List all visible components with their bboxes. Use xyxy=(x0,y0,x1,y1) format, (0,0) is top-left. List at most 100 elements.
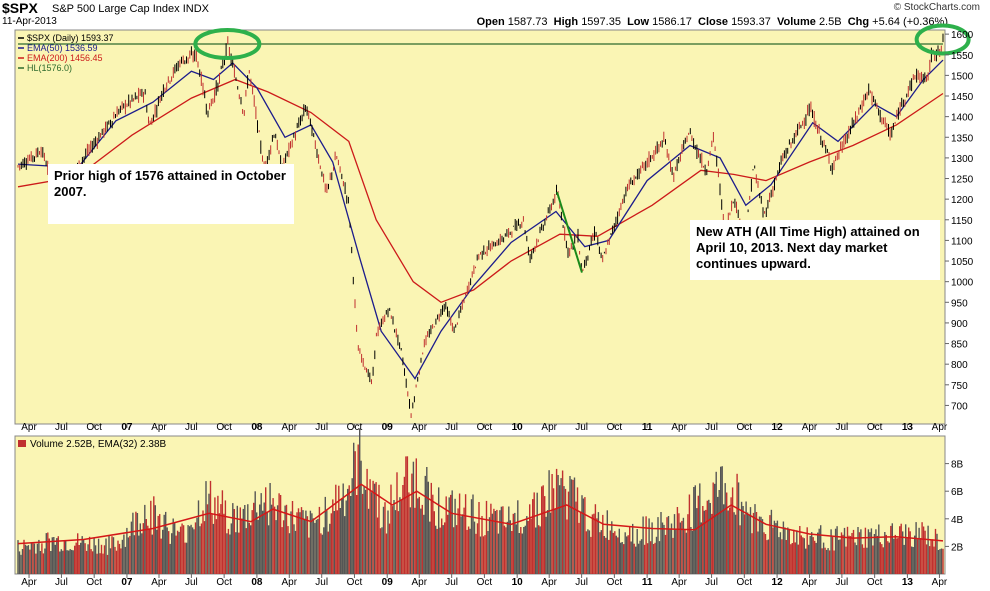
price-x-tick-label: 12 xyxy=(772,422,784,433)
volume-x-tick-label: 09 xyxy=(382,577,394,588)
chg-value: +5.64 (+0.36%) xyxy=(872,16,948,28)
price-x-tick-label: Jul xyxy=(705,422,718,433)
site-credit[interactable]: © StockCharts.com xyxy=(893,2,980,13)
volume-x-tick-label: Oct xyxy=(737,577,753,588)
volume-x-tick-label: Apr xyxy=(671,577,687,588)
trendline xyxy=(556,191,583,273)
volume-x-tick-label: 08 xyxy=(251,577,263,588)
chg-label: Chg xyxy=(847,16,870,28)
high-label: High xyxy=(553,16,579,28)
price-x-tick-label: Apr xyxy=(21,422,37,433)
low-value: 1586.17 xyxy=(652,16,692,28)
volume-x-tick-label: Jul xyxy=(705,577,718,588)
ema200-line xyxy=(17,78,944,304)
volume-x-tick-label: 10 xyxy=(512,577,524,588)
volume-label: Volume xyxy=(776,16,816,28)
price-x-tick-label: Oct xyxy=(216,422,232,433)
price-x-tick-label: Jul xyxy=(55,422,68,433)
volume-x-tick-label: Apr xyxy=(151,577,167,588)
price-x-tick-label: Oct xyxy=(607,422,623,433)
volume-legend-swatch xyxy=(18,440,26,447)
price-y-tick-label: 1500 xyxy=(951,71,974,82)
low-label: Low xyxy=(627,16,650,28)
price-y-tick-label: 1000 xyxy=(951,278,974,289)
volume-y-tick-label: 6B xyxy=(951,487,964,498)
price-y-tick-label: 750 xyxy=(951,381,968,392)
legend-entry: HL(1576.0) xyxy=(27,63,72,73)
open-label: Open xyxy=(476,16,505,28)
volume-x-tick-label: Jul xyxy=(575,577,588,588)
volume-ema-line xyxy=(17,483,944,545)
price-x-tick-label: Apr xyxy=(282,422,298,433)
legend-entry: $SPX (Daily) 1593.37 xyxy=(27,33,114,43)
axis-layer: 700 750 800 850 900 950 1000 1050 1100 1150 1200 12… xyxy=(21,30,973,588)
price-x-tick-label: Jul xyxy=(445,422,458,433)
annotation-prior-high: Prior high of 1576 attained in October 2… xyxy=(48,164,294,224)
price-y-tick-label: 800 xyxy=(951,360,968,371)
high-value: 1597.35 xyxy=(581,16,621,28)
price-y-tick-label: 1050 xyxy=(951,257,974,268)
price-layer xyxy=(17,23,971,418)
chart-index-name: S&P 500 Large Cap Index INDX xyxy=(52,3,209,15)
volume-x-tick-label: Oct xyxy=(477,577,493,588)
volume-y-tick-label: 8B xyxy=(951,460,964,471)
chart-symbol: $SPX xyxy=(2,0,38,16)
volume-value: 2.5B xyxy=(818,16,842,28)
price-y-tick-label: 1200 xyxy=(951,195,974,206)
price-x-tick-label: Apr xyxy=(411,422,427,433)
volume-y-tick-label: 2B xyxy=(951,542,964,553)
price-y-tick-label: 1450 xyxy=(951,92,974,103)
volume-x-tick-label: 12 xyxy=(772,577,784,588)
price-x-tick-label: 13 xyxy=(902,422,914,433)
price-y-tick-label: 850 xyxy=(951,340,968,351)
price-x-tick-label: Oct xyxy=(86,422,102,433)
price-bars xyxy=(17,33,944,418)
price-x-tick-label: 07 xyxy=(121,422,133,433)
close-value: 1593.37 xyxy=(731,16,771,28)
index-name: S&P 500 Large Cap Index xyxy=(52,3,180,15)
price-y-tick-label: 1600 xyxy=(951,30,974,41)
volume-x-tick-label: 07 xyxy=(121,577,133,588)
price-x-tick-label: Jul xyxy=(575,422,588,433)
open-value: 1587.73 xyxy=(507,16,548,28)
ema50-line xyxy=(17,59,944,380)
volume-x-tick-label: Oct xyxy=(347,577,363,588)
volume-x-tick-label: Apr xyxy=(411,577,427,588)
volume-x-tick-label: Jul xyxy=(445,577,458,588)
price-y-tick-label: 700 xyxy=(951,401,968,412)
price-x-tick-label: Apr xyxy=(541,422,557,433)
price-y-tick-label: 1150 xyxy=(951,216,973,227)
price-x-tick-label: Apr xyxy=(671,422,687,433)
legend-entry: EMA(200) 1456.45 xyxy=(27,53,103,63)
volume-x-tick-label: Apr xyxy=(541,577,557,588)
volume-x-tick-label: Jul xyxy=(55,577,68,588)
volume-x-tick-label: Jul xyxy=(835,577,848,588)
annotation-new-ath: New ATH (All Time High) attained on Apri… xyxy=(690,220,940,280)
volume-y-tick-label: 4B xyxy=(951,515,964,526)
volume-x-tick-label: 13 xyxy=(902,577,914,588)
index-exchange: INDX xyxy=(182,3,209,15)
price-x-tick-label: Oct xyxy=(347,422,363,433)
volume-x-tick-label: Jul xyxy=(315,577,328,588)
highlight-circle-2007 xyxy=(193,28,262,61)
price-x-tick-label: Apr xyxy=(932,422,948,433)
volume-legend-text: Volume 2.52B, EMA(32) 2.38B xyxy=(30,439,167,450)
price-x-tick-label: Jul xyxy=(835,422,848,433)
price-y-tick-label: 950 xyxy=(951,298,968,309)
price-x-tick-label: Oct xyxy=(477,422,493,433)
price-x-tick-label: 08 xyxy=(251,422,263,433)
price-x-tick-label: 09 xyxy=(382,422,394,433)
volume-x-tick-label: Oct xyxy=(607,577,623,588)
price-x-tick-label: Oct xyxy=(737,422,753,433)
volume-x-tick-label: Oct xyxy=(216,577,232,588)
volume-x-tick-label: Apr xyxy=(21,577,37,588)
volume-x-tick-label: Jul xyxy=(185,577,198,588)
close-label: Close xyxy=(698,16,728,28)
volume-layer xyxy=(17,428,944,574)
price-x-tick-label: Oct xyxy=(867,422,883,433)
price-y-tick-label: 1250 xyxy=(951,175,974,186)
highlight-circle-2013 xyxy=(914,23,971,56)
price-x-tick-label: 10 xyxy=(512,422,524,433)
